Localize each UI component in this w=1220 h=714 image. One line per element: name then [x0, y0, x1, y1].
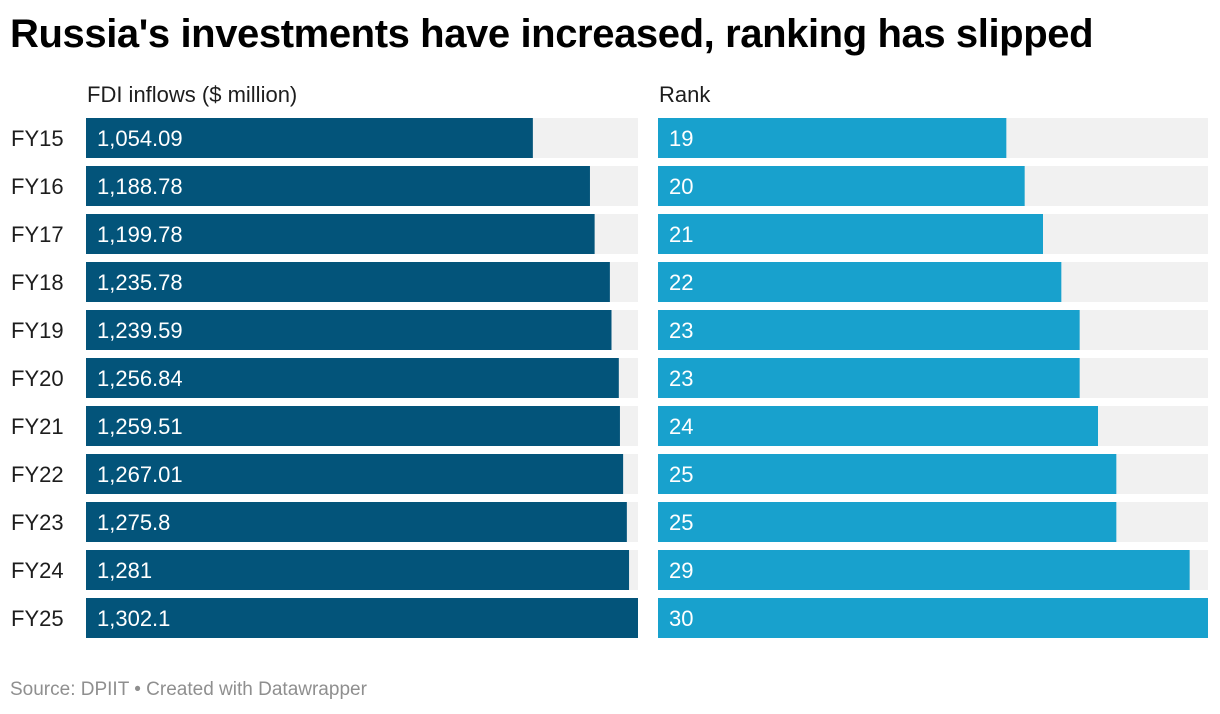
category-label: FY25	[11, 606, 64, 631]
rank-value-label: 21	[669, 222, 693, 247]
rank-bar	[658, 358, 1080, 398]
category-label: FY15	[11, 126, 64, 151]
rank-bar	[658, 406, 1098, 446]
bar-row: FY16 1,188.78 20	[11, 166, 1208, 206]
fdi-value-label: 1,256.84	[97, 366, 183, 391]
fdi-value-label: 1,199.78	[97, 222, 183, 247]
fdi-bar	[86, 406, 620, 446]
fdi-value-label: 1,302.1	[97, 606, 170, 631]
bar-row: FY25 1,302.1 30	[11, 598, 1208, 638]
bar-row: FY23 1,275.8 25	[11, 502, 1208, 542]
category-label: FY24	[11, 558, 64, 583]
fdi-bar	[86, 454, 624, 494]
bar-row: FY21 1,259.51 24	[11, 406, 1208, 446]
rank-bar	[658, 598, 1208, 638]
fdi-value-label: 1,281	[97, 558, 152, 583]
fdi-bar	[86, 598, 638, 638]
rank-value-label: 24	[669, 414, 693, 439]
rank-bar	[658, 550, 1190, 590]
fdi-bar	[86, 118, 533, 158]
category-label: FY19	[11, 318, 64, 343]
rank-bar	[658, 118, 1007, 158]
rank-bar	[658, 310, 1080, 350]
bar-row: FY15 1,054.09 19	[11, 118, 1208, 158]
fdi-value-label: 1,054.09	[97, 126, 183, 151]
fdi-value-label: 1,239.59	[97, 318, 183, 343]
bar-row: FY22 1,267.01 25	[11, 454, 1208, 494]
rank-value-label: 29	[669, 558, 693, 583]
fdi-value-label: 1,235.78	[97, 270, 183, 295]
rank-value-label: 23	[669, 318, 693, 343]
category-label: FY21	[11, 414, 64, 439]
category-label: FY20	[11, 366, 64, 391]
fdi-bar	[86, 214, 595, 254]
rank-value-label: 22	[669, 270, 693, 295]
bar-row: FY18 1,235.78 22	[11, 262, 1208, 302]
rank-value-label: 19	[669, 126, 693, 151]
fdi-bar	[86, 358, 619, 398]
rank-bar	[658, 502, 1117, 542]
category-label: FY22	[11, 462, 64, 487]
source-note: Source: DPIIT • Created with Datawrapper	[10, 679, 367, 700]
fdi-column-header: FDI inflows ($ million)	[87, 82, 297, 107]
chart-title: Russia's investments have increased, ran…	[10, 12, 1094, 56]
bar-row: FY24 1,281 29	[11, 550, 1208, 590]
rank-value-label: 30	[669, 606, 693, 631]
category-label: FY18	[11, 270, 64, 295]
bar-row: FY17 1,199.78 21	[11, 214, 1208, 254]
rank-value-label: 23	[669, 366, 693, 391]
category-label: FY17	[11, 222, 64, 247]
fdi-bar	[86, 502, 627, 542]
fdi-bar	[86, 550, 630, 590]
rank-bar	[658, 166, 1025, 206]
fdi-bar	[86, 166, 590, 206]
category-label: FY23	[11, 510, 64, 535]
rank-bar	[658, 454, 1117, 494]
category-label: FY16	[11, 174, 64, 199]
fdi-bar	[86, 310, 612, 350]
rank-column-header: Rank	[659, 82, 711, 107]
rank-value-label: 25	[669, 510, 693, 535]
rank-value-label: 25	[669, 462, 693, 487]
fdi-value-label: 1,188.78	[97, 174, 183, 199]
rank-value-label: 20	[669, 174, 693, 199]
rank-bar	[658, 262, 1062, 302]
fdi-value-label: 1,259.51	[97, 414, 183, 439]
fdi-bar	[86, 262, 610, 302]
rank-bar	[658, 214, 1043, 254]
bar-row: FY19 1,239.59 23	[11, 310, 1208, 350]
bar-rows: FY15 1,054.09 19 FY16 1,188.78 20 FY17 1,199.78…	[11, 118, 1208, 638]
fdi-value-label: 1,275.8	[97, 510, 170, 535]
fdi-value-label: 1,267.01	[97, 462, 183, 487]
bar-row: FY20 1,256.84 23	[11, 358, 1208, 398]
